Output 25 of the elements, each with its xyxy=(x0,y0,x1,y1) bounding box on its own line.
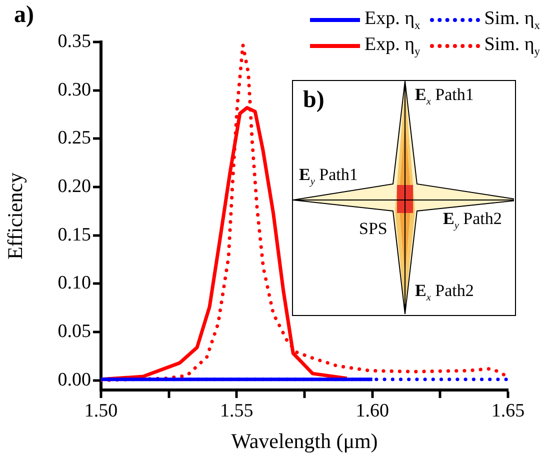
annotation: SPS xyxy=(359,219,388,239)
x-axis-title: Wavelength (μm) xyxy=(231,428,378,453)
y-tick-label: 0.25 xyxy=(58,128,91,149)
annotation: E$_{y}$ Path1 xyxy=(299,165,358,188)
x-tick-label: 1.50 xyxy=(84,400,118,422)
x-tick-label: 1.65 xyxy=(491,400,525,422)
annotation: b) xyxy=(303,87,324,114)
annotation: E$_{y}$ Path2 xyxy=(443,209,502,232)
y-tick-label: 0.10 xyxy=(58,272,91,294)
x-tick-label: 1.60 xyxy=(356,400,389,422)
legend-label: Sim. η$_{y}$ xyxy=(484,34,540,58)
annotation: E$_{x}$ Path1 xyxy=(415,85,474,108)
legend-label: Exp. η$_{x}$ xyxy=(364,8,420,32)
legend-label: Exp. η$_{y}$ xyxy=(364,34,420,58)
y-tick-label: 0.15 xyxy=(58,224,91,246)
y-tick-label: 0.20 xyxy=(58,176,91,197)
y-tick-label: 0.00 xyxy=(58,369,91,390)
y-tick-label: 0.35 xyxy=(58,30,91,52)
y-axis-title: Efficiency xyxy=(3,172,28,260)
text: a) xyxy=(14,2,34,29)
x-tick-label: 1.55 xyxy=(220,400,254,422)
y-tick-label: 0.05 xyxy=(58,320,91,342)
annotation: E$_{x}$ Path2 xyxy=(415,281,474,304)
y-tick-label: 0.30 xyxy=(58,79,91,100)
legend-label: Sim. η$_{x}$ xyxy=(484,8,540,32)
